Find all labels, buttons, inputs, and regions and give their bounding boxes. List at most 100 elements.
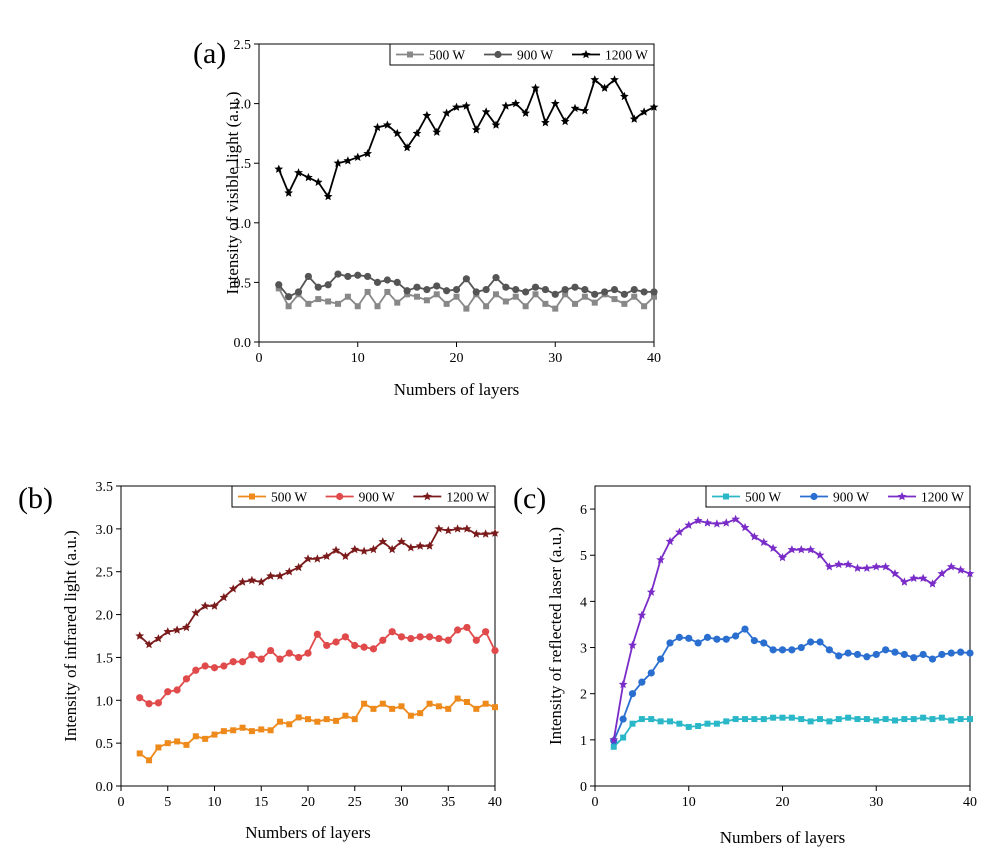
panel-label: (c) [513, 482, 546, 515]
data-point [490, 528, 500, 537]
data-point [493, 291, 499, 298]
data-point [909, 573, 919, 582]
data-point [769, 646, 777, 654]
data-point [618, 679, 628, 689]
data-point [394, 299, 401, 306]
data-point [182, 675, 191, 683]
data-point [609, 735, 619, 744]
data-point [628, 690, 637, 698]
data-point [364, 272, 372, 281]
data-point [228, 584, 238, 593]
data-point [826, 718, 833, 725]
data-point [379, 636, 387, 644]
x-tick-label: 10 [682, 795, 696, 810]
y-axis-title: Intensity of infrared light (a.u.) [61, 530, 80, 742]
data-point [146, 757, 153, 764]
data-point [276, 718, 283, 725]
data-point [220, 728, 227, 735]
x-tick-label: 35 [441, 795, 455, 810]
x-tick-label: 10 [351, 351, 365, 366]
data-point [266, 571, 275, 580]
data-point [472, 288, 480, 296]
data-point [570, 103, 580, 113]
data-point [351, 716, 358, 723]
x-tick-label: 0 [118, 795, 125, 810]
legend-label: 900 W [517, 48, 553, 63]
x-tick-label: 40 [488, 795, 502, 810]
data-point [155, 744, 162, 751]
data-point [267, 727, 274, 734]
data-point [454, 695, 461, 702]
data-point [542, 300, 549, 307]
data-point [703, 633, 712, 641]
data-point [219, 592, 229, 602]
data-point [863, 653, 871, 661]
data-point [928, 655, 937, 663]
y-tick-label: 0.5 [234, 276, 252, 291]
data-point [373, 278, 382, 286]
data-point [541, 118, 550, 127]
data-point [732, 716, 739, 723]
data-point [695, 723, 702, 729]
x-tick-label: 0 [256, 351, 263, 366]
data-point [303, 554, 313, 563]
data-point [853, 650, 862, 659]
data-point [760, 639, 768, 647]
data-point [966, 649, 974, 657]
y-axis-title: Intensity of reflected laser (a.u.) [546, 527, 565, 745]
data-point [920, 714, 927, 721]
data-point [619, 715, 627, 723]
data-point [685, 634, 693, 642]
data-point [433, 282, 441, 290]
data-point [481, 107, 491, 116]
data-point [220, 662, 228, 670]
data-point [344, 293, 351, 300]
data-point [591, 299, 598, 306]
data-point [136, 750, 143, 757]
data-point [759, 537, 769, 546]
data-point [581, 293, 588, 300]
data-point [713, 635, 721, 643]
data-point [314, 718, 321, 725]
data-point [472, 636, 480, 644]
data-point [164, 740, 171, 747]
data-point [325, 298, 332, 305]
data-point [369, 544, 378, 554]
data-point [948, 717, 955, 724]
data-point [770, 714, 777, 721]
legend-swatch-marker [336, 492, 344, 501]
data-point [572, 300, 578, 307]
data-point [373, 122, 382, 132]
data-point [471, 529, 481, 538]
x-tick-label: 30 [548, 351, 562, 366]
data-point [304, 172, 313, 182]
data-point [313, 177, 323, 186]
data-point [562, 291, 569, 298]
data-point [657, 718, 664, 725]
data-point [392, 128, 402, 138]
data-point [703, 518, 712, 527]
data-point [434, 524, 444, 533]
data-point [685, 723, 692, 730]
data-point [182, 622, 191, 632]
data-point [817, 716, 823, 723]
chart-panel-c: 0 10 20 30 40 0 1 2 3 4 5 6 Numbers of layers Intensi… [513, 482, 977, 847]
x-tick-label: 25 [348, 795, 362, 810]
data-point [610, 743, 617, 750]
data-point [483, 303, 490, 310]
data-point [891, 648, 899, 656]
legend: 500 W 900 W 1200 W [389, 43, 655, 66]
data-point [230, 727, 237, 734]
series-900w [275, 270, 658, 301]
legend-swatch-marker [897, 491, 907, 501]
data-point [414, 293, 420, 300]
data-point [798, 716, 805, 723]
data-point [417, 710, 424, 717]
data-point [453, 524, 462, 533]
data-point [248, 728, 255, 735]
data-point [462, 101, 471, 110]
data-point [154, 699, 162, 707]
data-point [473, 705, 480, 712]
y-tick-label: 4 [580, 595, 587, 610]
data-point [360, 643, 368, 651]
